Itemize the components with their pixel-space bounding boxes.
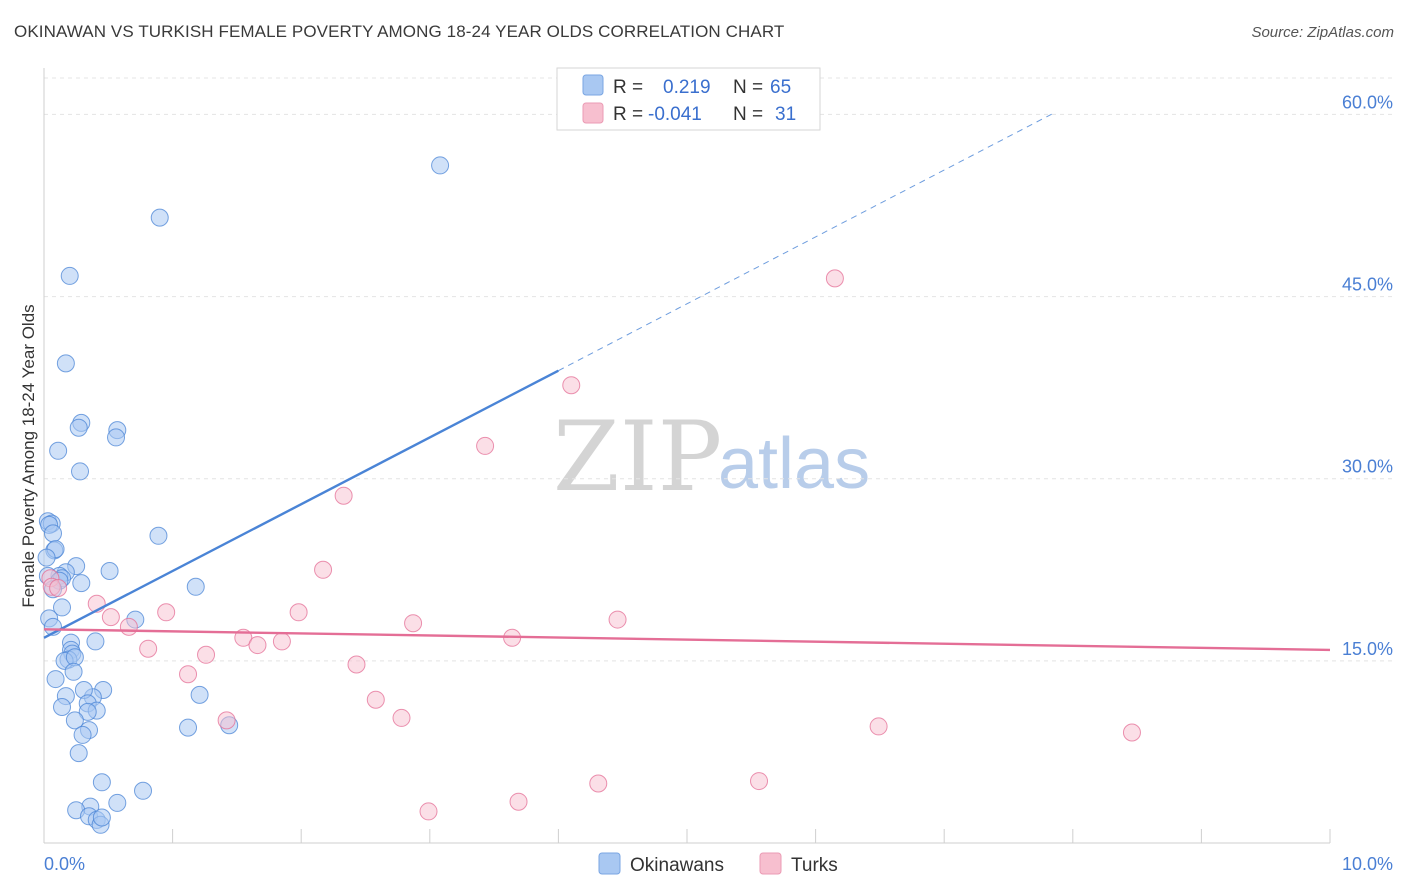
turks-r-value: -0.041 <box>648 104 702 125</box>
watermark-zip: ZIP <box>553 401 722 513</box>
okinawan-point <box>56 354 75 373</box>
turks-n-label: N = <box>733 104 763 125</box>
okinawan-point <box>100 562 119 580</box>
turks-point <box>869 717 888 736</box>
trend-lines <box>43 112 1331 652</box>
turks-point <box>589 774 608 793</box>
turks-point <box>179 665 198 684</box>
turks-point <box>509 792 528 811</box>
okinawan-point <box>179 718 198 737</box>
okinawan-point <box>73 725 92 744</box>
turks-point <box>334 486 353 505</box>
gridlines <box>44 77 1393 662</box>
y-tick-label: 15.0% <box>1342 639 1393 659</box>
y-tick-label: 45.0% <box>1342 275 1393 295</box>
okinawan-n-value: 65 <box>770 77 791 98</box>
okinawans-legend-label: Okinawans <box>630 855 724 876</box>
chart-source: Source: ZipAtlas.com <box>1251 24 1394 41</box>
okinawan-trend-line <box>43 369 559 639</box>
y-tick-label: 30.0% <box>1342 457 1393 477</box>
okinawan-point <box>134 781 153 800</box>
turks-point <box>248 636 267 655</box>
y-axis-label: Female Poverty Among 18-24 Year Olds <box>19 304 38 607</box>
okinawan-point <box>186 577 205 596</box>
turks-point <box>562 376 581 395</box>
okinawan-point <box>92 808 111 827</box>
okinawan-legend-swatch <box>582 74 604 96</box>
turks-point <box>608 610 627 629</box>
okinawans-legend-swatch <box>598 852 621 875</box>
turks-point <box>392 708 411 727</box>
okinawan-point <box>78 702 97 721</box>
okinawan-point <box>69 744 88 763</box>
data-points <box>37 156 1141 834</box>
okinawan-point <box>86 632 105 651</box>
turks-point <box>366 690 385 709</box>
okinawan-point <box>46 670 65 689</box>
stats-legend: R = 0.219 N = 65 R = -0.041 N = 31 <box>556 67 821 131</box>
okinawan-n-label: N = <box>733 77 763 98</box>
okinawan-point <box>69 418 88 437</box>
y-tick-labels: 15.0% 30.0% 45.0% 60.0% <box>1342 92 1393 658</box>
okinawan-point <box>64 662 83 681</box>
x-tick-label-min: 0.0% <box>44 854 85 874</box>
okinawan-point <box>71 462 90 481</box>
okinawan-r-value: 0.219 <box>663 77 711 98</box>
turks-point <box>197 645 216 664</box>
turks-point <box>419 802 438 821</box>
watermark-atlas: atlas <box>718 424 870 504</box>
series-legend: Okinawans Turks <box>598 852 838 876</box>
okinawan-r-label: R = <box>613 77 643 98</box>
turks-point <box>825 269 844 288</box>
okinawan-point <box>107 428 126 447</box>
chart-title: OKINAWAN VS TURKISH FEMALE POVERTY AMONG… <box>14 22 785 41</box>
okinawan-trend-extension <box>558 112 1054 372</box>
okinawan-point <box>53 598 72 617</box>
okinawan-point <box>431 156 450 175</box>
okinawan-point <box>37 548 56 567</box>
turks-point <box>476 436 495 455</box>
x-axis-ticks <box>172 829 1331 843</box>
turks-point <box>217 711 236 730</box>
x-tick-label-max: 10.0% <box>1342 854 1393 874</box>
okinawan-point <box>190 685 209 704</box>
turks-point <box>347 655 366 674</box>
turks-point <box>119 617 138 636</box>
turks-point <box>314 560 333 579</box>
turks-point <box>272 632 291 651</box>
turks-r-label: R = <box>613 104 643 125</box>
okinawan-point <box>150 208 169 227</box>
okinawan-point <box>149 526 168 545</box>
y-tick-label: 60.0% <box>1342 92 1393 112</box>
turks-legend-swatch <box>582 102 604 124</box>
turks-trend-line <box>43 628 1331 652</box>
turks-point <box>1122 723 1141 742</box>
okinawan-point <box>53 698 72 716</box>
okinawan-point <box>49 441 68 460</box>
turks-n-value: 31 <box>775 104 796 125</box>
okinawan-point <box>44 524 63 543</box>
turks-point <box>404 614 423 633</box>
turks-point <box>289 603 308 622</box>
okinawan-point <box>92 773 111 792</box>
turks-point <box>101 608 120 627</box>
okinawan-point <box>72 574 91 593</box>
turks-point <box>49 579 68 597</box>
turks-legend-label: Turks <box>791 855 838 876</box>
turks-point <box>157 603 176 622</box>
turks-point <box>750 772 769 791</box>
turks-legend-swatch-bottom <box>759 852 782 875</box>
okinawan-point <box>65 711 84 730</box>
turks-point <box>139 639 158 658</box>
okinawan-point <box>108 793 127 812</box>
okinawan-point <box>60 266 79 285</box>
